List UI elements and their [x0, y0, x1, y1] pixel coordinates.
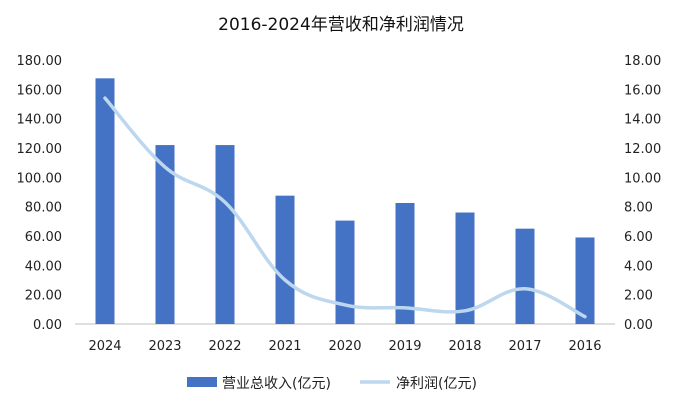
left-tick-label: 100.00 [17, 171, 63, 186]
legend-label-revenue: 营业总收入(亿元) [222, 376, 331, 392]
legend-swatch-revenue [187, 377, 217, 387]
bar [515, 228, 535, 324]
left-tick-label: 60.00 [25, 230, 62, 245]
left-tick-label: 140.00 [17, 113, 63, 128]
bar [95, 78, 115, 324]
right-tick-label: 18.00 [624, 54, 661, 69]
x-tick-label: 2018 [448, 339, 481, 354]
bar [155, 145, 175, 324]
x-tick-label: 2022 [208, 339, 241, 354]
bar [275, 195, 295, 324]
chart-title: 2016-2024年营收和净利润情况 [218, 15, 464, 35]
right-tick-label: 4.00 [624, 259, 653, 274]
right-tick-label: 6.00 [624, 230, 653, 245]
left-tick-label: 40.00 [25, 259, 62, 274]
bar [575, 237, 595, 324]
line-series [103, 96, 587, 319]
left-tick-label: 160.00 [17, 83, 63, 98]
right-tick-label: 10.00 [624, 171, 661, 186]
left-tick-label: 20.00 [25, 289, 62, 304]
right-tick-label: 8.00 [624, 201, 653, 216]
left-tick-label: 120.00 [17, 142, 63, 157]
left-tick-label: 180.00 [17, 54, 63, 69]
left-tick-label: 80.00 [25, 201, 62, 216]
bar [455, 212, 475, 324]
x-axis-ticks: 2024 2023 2022 2021 2020 2019 2018 2017 2016 [88, 339, 601, 354]
bar [215, 145, 235, 324]
right-tick-label: 2.00 [624, 289, 653, 304]
bar-series [95, 78, 595, 324]
left-tick-label: 0.00 [33, 318, 62, 333]
bar [335, 220, 355, 324]
legend: 营业总收入(亿元) 净利润(亿元) [187, 376, 477, 392]
legend-label-net-profit: 净利润(亿元) [396, 376, 477, 392]
bar [395, 203, 415, 324]
x-tick-label: 2019 [388, 339, 421, 354]
x-tick-label: 2016 [568, 339, 601, 354]
x-tick-label: 2023 [148, 339, 181, 354]
net-profit-line [103, 96, 587, 319]
right-axis-ticks: 0.00 2.00 4.00 6.00 8.00 10.00 12.00 14.00 16.00… [624, 54, 661, 333]
x-tick-label: 2020 [328, 339, 361, 354]
right-tick-label: 12.00 [624, 142, 661, 157]
right-tick-label: 16.00 [624, 83, 661, 98]
x-tick-label: 2024 [88, 339, 121, 354]
right-tick-label: 14.00 [624, 113, 661, 128]
x-tick-label: 2021 [268, 339, 301, 354]
right-tick-label: 0.00 [624, 318, 653, 333]
left-axis-ticks: 0.00 20.00 40.00 60.00 80.00 100.00 120.00 140.… [17, 54, 63, 333]
x-tick-label: 2017 [508, 339, 541, 354]
